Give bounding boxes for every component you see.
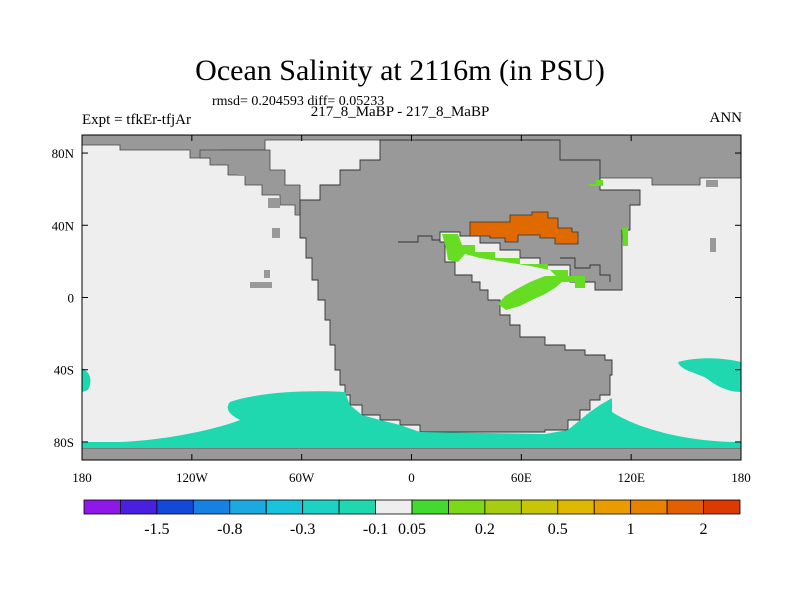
colorbar-label: 0.2 xyxy=(475,521,495,538)
experiment-periods-subtitle: 217_8_MaBP - 217_8_MaBP xyxy=(310,104,490,120)
colorbar-box xyxy=(411,499,449,515)
x-tick-label: 0 xyxy=(408,470,415,485)
x-tick-label: 60E xyxy=(511,470,532,485)
colorbar-box xyxy=(302,499,340,515)
x-tick-label: 180 xyxy=(731,470,751,485)
colorbar-label: 0.5 xyxy=(548,521,568,538)
island-land xyxy=(272,228,280,238)
y-tick-label: 80N xyxy=(52,146,75,161)
anomaly-neg-0-1-sw xyxy=(82,368,91,392)
anomaly-pos-0-05-tethys xyxy=(442,234,585,310)
colorbar-box xyxy=(120,499,158,515)
colorbar-box xyxy=(703,499,741,515)
colorbar-box xyxy=(156,499,194,515)
map-content xyxy=(81,134,742,461)
anomaly-pos-0-05-north xyxy=(588,180,603,186)
colorbar-box xyxy=(593,499,632,515)
colorbar: -1.5 -0.8 -0.3 -0.1 0.05 0.2 0.5 1 2 xyxy=(83,499,741,538)
colorbar-box xyxy=(630,499,668,515)
island-land xyxy=(268,198,280,208)
colorbar-box xyxy=(375,499,413,515)
colorbar-box xyxy=(448,499,486,515)
y-tick-label: 0 xyxy=(68,291,75,306)
colorbar-label: -0.8 xyxy=(217,521,242,538)
island-land xyxy=(710,238,716,252)
plot-title: Ocean Salinity at 2116m (in PSU) xyxy=(195,54,605,87)
anomaly-pos-0-05-east xyxy=(622,228,628,246)
coastline-detail xyxy=(398,235,611,282)
anomaly-pos-1-region xyxy=(469,211,579,245)
colorbar-box xyxy=(484,499,522,515)
colorbar-label: 2 xyxy=(700,521,708,538)
colorbar-box xyxy=(338,499,376,515)
island-land xyxy=(237,170,247,176)
colorbar-label: 1 xyxy=(627,521,635,538)
y-tick-label: 40N xyxy=(52,218,75,233)
colorbar-box xyxy=(192,499,231,515)
colorbar-label: -1.5 xyxy=(144,521,169,538)
colorbar-label: 0.05 xyxy=(398,521,426,538)
colorbar-label: -0.1 xyxy=(363,521,388,538)
experiment-label: Expt = tfkEr-tfjAr xyxy=(82,112,191,128)
anomaly-neg-0-1-south xyxy=(82,391,741,448)
map-ticks: 180 120W 60W 0 60E 120E 180 80N 40N 0 40S 80S xyxy=(52,135,751,485)
island-land xyxy=(706,180,718,187)
colorbar-box xyxy=(520,499,559,515)
colorbar-box xyxy=(265,499,304,515)
anomaly-neg-0-1-se xyxy=(678,358,741,392)
x-tick-label: 60W xyxy=(289,470,315,485)
rmsd-diff-stats: rmsd= 0.204593 diff= 0.05233 xyxy=(212,94,385,109)
colorbar-box xyxy=(666,499,704,515)
y-tick-label: 40S xyxy=(54,363,74,378)
x-tick-label: 180 xyxy=(72,470,92,485)
island-land xyxy=(250,282,272,288)
colorbar-box xyxy=(557,499,595,515)
y-tick-label: 80S xyxy=(54,435,74,450)
colorbar-label: -0.3 xyxy=(290,521,315,538)
colorbar-box xyxy=(83,499,121,515)
season-label: ANN xyxy=(709,110,743,126)
x-tick-label: 120E xyxy=(617,470,645,485)
x-tick-label: 120W xyxy=(176,470,209,485)
island-land xyxy=(264,270,270,278)
colorbar-box xyxy=(229,499,267,515)
